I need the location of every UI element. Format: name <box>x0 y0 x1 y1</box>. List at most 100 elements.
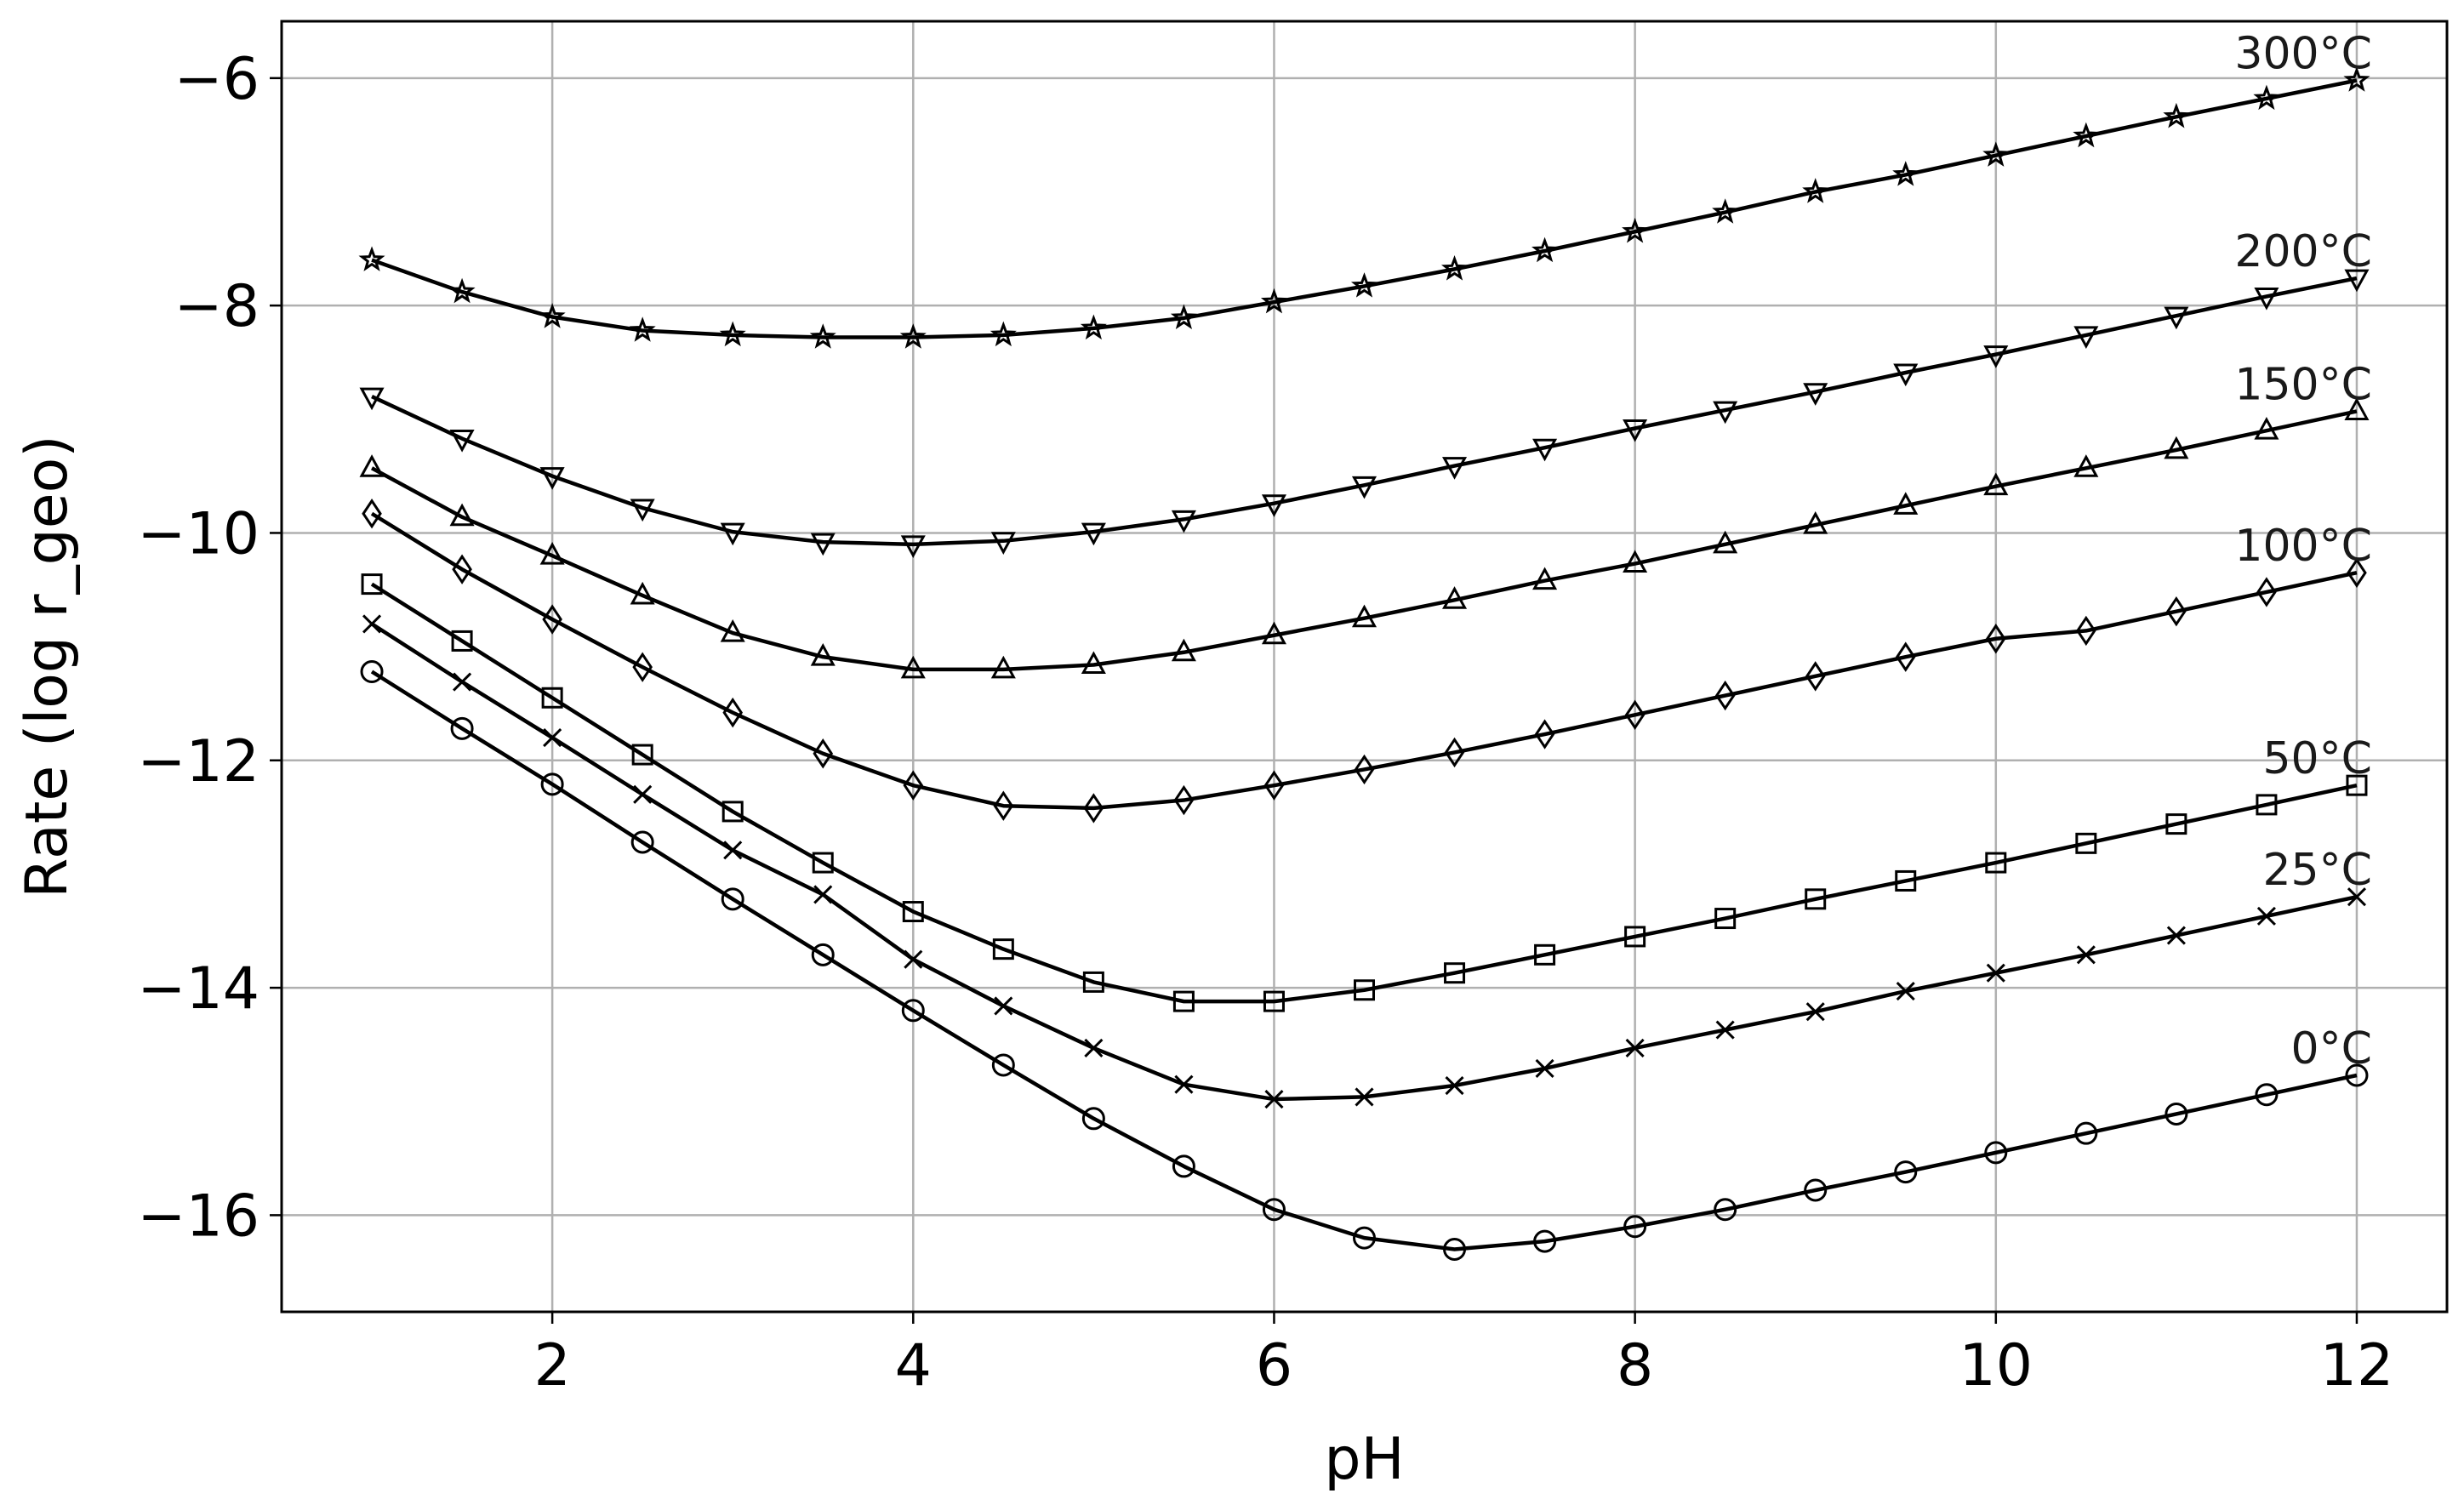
data-point <box>450 716 474 740</box>
x-tick-label: 12 <box>2320 1332 2394 1399</box>
data-point <box>2256 906 2276 926</box>
data-point <box>1803 510 1828 534</box>
data-point <box>2074 1121 2098 1145</box>
data-point <box>1083 793 1104 824</box>
y-tick-label: −10 <box>137 500 260 567</box>
data-point <box>453 672 472 692</box>
data-point <box>1351 604 1377 628</box>
series <box>362 614 2367 1109</box>
data-point <box>1174 1074 1194 1094</box>
ticks: 2 4 6 8 10 12 −16 −14 −12 −10 −8 −6 <box>137 46 2393 1399</box>
data-point <box>1892 161 1919 186</box>
data-point <box>1985 852 2007 874</box>
data-point <box>1081 522 1106 546</box>
data-point <box>809 323 836 349</box>
data-point <box>2163 102 2190 128</box>
data-point <box>359 454 385 477</box>
data-point <box>1354 979 1375 1001</box>
y-tick-label: −14 <box>137 955 260 1023</box>
y-tick-label: −16 <box>137 1183 260 1250</box>
data-point <box>630 581 655 605</box>
data-point <box>358 246 385 271</box>
y-tick-label: −12 <box>137 728 260 795</box>
data-point <box>1535 1058 1554 1079</box>
data-point <box>449 503 475 527</box>
data-point <box>1714 908 1737 930</box>
data-point <box>2073 326 2099 350</box>
data-point <box>1170 304 1197 330</box>
data-point <box>362 614 382 634</box>
grid <box>282 21 2447 1312</box>
data-point <box>1983 345 2009 368</box>
series-line <box>371 78 2358 339</box>
data-point <box>2166 596 2187 627</box>
data-point <box>721 887 744 911</box>
plot-frame <box>280 20 2449 1314</box>
data-point <box>1982 141 2010 167</box>
data-point <box>1350 272 1378 298</box>
data-point <box>811 943 835 966</box>
data-point <box>723 841 743 860</box>
data-point <box>539 303 566 328</box>
data-point <box>539 542 565 565</box>
data-point <box>1985 624 2006 654</box>
data-point <box>2344 397 2370 420</box>
data-point <box>1895 869 1917 892</box>
data-point <box>633 784 653 804</box>
data-point <box>1624 926 1646 948</box>
series-labels: 300°C 200°C 150°C 100°C 50°C 25°C 0°C <box>2234 29 2372 1074</box>
data-point <box>2075 832 2097 854</box>
series <box>359 269 2370 558</box>
data-point <box>1802 178 1829 203</box>
series <box>359 397 2370 679</box>
data-point <box>994 996 1013 1016</box>
data-point <box>992 938 1014 960</box>
data-point <box>630 499 655 522</box>
series-line <box>371 276 2358 547</box>
data-point <box>632 652 653 682</box>
data-point <box>1805 888 1827 910</box>
data-point <box>1713 401 1738 425</box>
data-point <box>1442 457 1468 480</box>
data-point <box>901 999 925 1023</box>
data-point <box>1172 990 1195 1012</box>
series <box>358 66 2370 349</box>
data-point <box>452 554 472 584</box>
data-point <box>1715 1020 1735 1040</box>
data-point <box>1351 476 1377 499</box>
data-point <box>2346 774 2368 796</box>
data-point <box>1171 510 1196 533</box>
data-point <box>900 535 926 558</box>
data-point <box>1534 719 1555 750</box>
data-point <box>1260 288 1287 314</box>
data-point <box>1445 1075 1464 1096</box>
data-point <box>2254 287 2279 311</box>
data-point <box>1172 1154 1195 1178</box>
y-axis-label: Rate (log r_geo) <box>14 435 81 898</box>
data-point <box>541 687 563 709</box>
data-point <box>813 885 833 904</box>
data-point <box>2253 84 2280 111</box>
data-point <box>1443 1237 1467 1261</box>
series-label: 200°C <box>2234 226 2372 277</box>
data-point <box>2347 887 2367 907</box>
data-point <box>1893 492 1919 515</box>
data-point <box>2076 945 2096 965</box>
data-point <box>1264 1089 1284 1109</box>
data-point <box>1805 1002 1825 1022</box>
series-line <box>370 582 2358 1004</box>
series <box>360 660 2369 1261</box>
data-point <box>2166 926 2186 945</box>
data-point <box>899 323 927 349</box>
data-point <box>1173 784 1195 816</box>
data-point <box>631 744 653 766</box>
data-point <box>1803 383 1828 406</box>
series <box>362 499 2367 824</box>
data-point <box>1713 530 1738 554</box>
data-point <box>359 387 385 411</box>
data-point <box>990 532 1016 555</box>
data-point <box>448 277 476 304</box>
data-point <box>630 830 654 854</box>
